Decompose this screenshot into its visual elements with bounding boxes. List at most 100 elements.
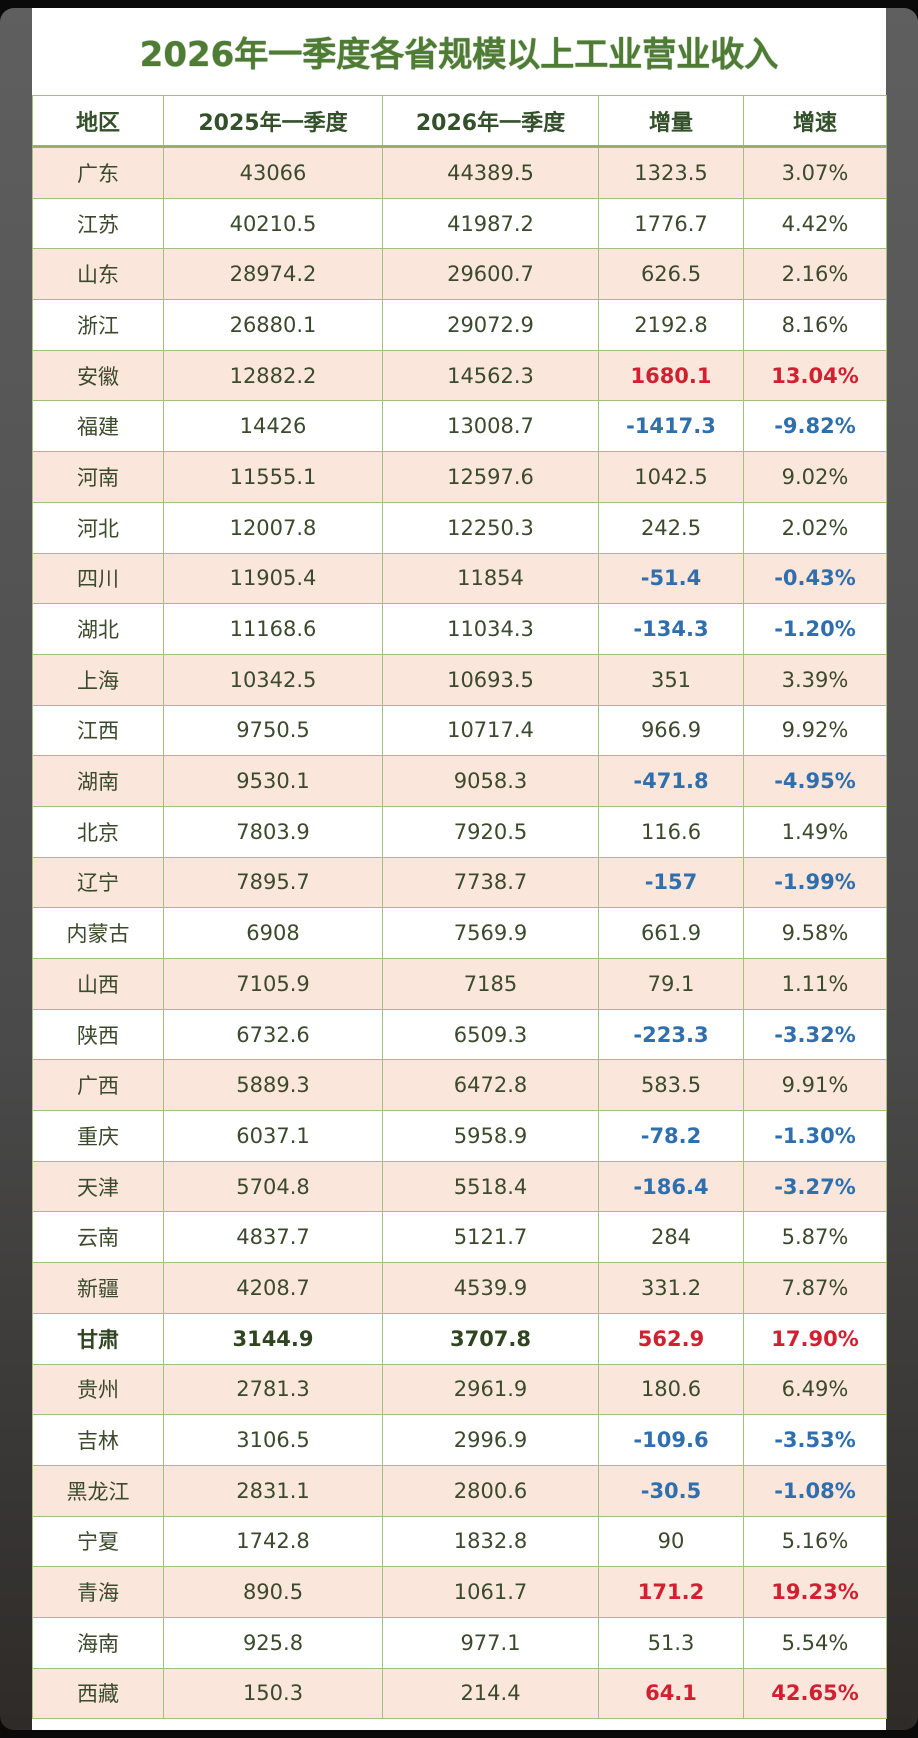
delta-cell: -109.6 [598, 1414, 744, 1466]
region-cell: 广西 [32, 1059, 164, 1112]
q1-2025-cell: 3144.9 [163, 1312, 383, 1365]
q1-2026-cell: 6472.8 [382, 1059, 599, 1112]
q1-2026-cell: 2800.6 [382, 1464, 599, 1517]
delta-cell: 242.5 [598, 501, 744, 554]
q1-2025-cell: 26880.1 [163, 299, 383, 351]
region-cell: 青海 [32, 1566, 164, 1618]
table-row: 北京 7803.9 7920.5 116.6 1.49% [32, 805, 887, 858]
table-row: 湖北 11168.6 11034.3 -134.3 -1.20% [32, 603, 887, 655]
rate-cell: 42.65% [743, 1667, 887, 1720]
q1-2026-cell: 29072.9 [382, 299, 599, 351]
data-table: 地区 2025年一季度 2026年一季度 增量 增速 广东 43066 44389.… [32, 95, 887, 1720]
table-row: 内蒙古 6908 7569.9 661.9 9.58% [32, 907, 887, 959]
q1-2026-cell: 2996.9 [382, 1414, 599, 1466]
delta-cell: 284 [598, 1211, 744, 1264]
table-row: 四川 11905.4 11854 -51.4 -0.43% [32, 552, 887, 605]
delta-cell: 79.1 [598, 958, 744, 1010]
table-row: 广东 43066 44389.5 1323.5 3.07% [32, 146, 887, 199]
region-cell: 湖北 [32, 603, 164, 655]
region-cell: 浙江 [32, 299, 164, 351]
rate-cell: -3.53% [743, 1414, 887, 1466]
q1-2026-cell: 29600.7 [382, 248, 599, 301]
rate-cell: 17.90% [743, 1312, 887, 1365]
q1-2026-cell: 7185 [382, 958, 599, 1010]
q1-2026-cell: 14562.3 [382, 349, 599, 402]
q1-2025-cell: 6037.1 [163, 1110, 383, 1162]
q1-2025-cell: 6908 [163, 907, 383, 959]
q1-2026-cell: 977.1 [382, 1616, 599, 1669]
q1-2026-cell: 12250.3 [382, 501, 599, 554]
delta-cell: 661.9 [598, 907, 744, 959]
delta-cell: 331.2 [598, 1262, 744, 1314]
table-row: 海南 925.8 977.1 51.3 5.54% [32, 1616, 887, 1669]
table-row: 河南 11555.1 12597.6 1042.5 9.02% [32, 451, 887, 503]
q1-2025-cell: 10342.5 [163, 653, 383, 706]
delta-cell: 562.9 [598, 1312, 744, 1365]
rate-cell: 4.42% [743, 197, 887, 250]
q1-2026-cell: 214.4 [382, 1667, 599, 1720]
q1-2025-cell: 4837.7 [163, 1211, 383, 1264]
delta-cell: -157 [598, 856, 744, 909]
q1-2025-cell: 150.3 [163, 1667, 383, 1720]
q1-2025-cell: 11905.4 [163, 552, 383, 605]
delta-cell: 171.2 [598, 1566, 744, 1618]
q1-2025-cell: 890.5 [163, 1566, 383, 1618]
page-title: 2026年一季度各省规模以上工业营业收入 [139, 35, 779, 75]
delta-cell: 966.9 [598, 704, 744, 757]
delta-cell: -1417.3 [598, 400, 744, 453]
region-cell: 上海 [32, 653, 164, 706]
rate-cell: -1.20% [743, 603, 887, 655]
q1-2025-cell: 6732.6 [163, 1008, 383, 1061]
region-cell: 重庆 [32, 1110, 164, 1162]
q1-2025-cell: 4208.7 [163, 1262, 383, 1314]
rate-cell: 2.16% [743, 248, 887, 301]
q1-2026-cell: 9058.3 [382, 755, 599, 807]
q1-2025-cell: 11168.6 [163, 603, 383, 655]
q1-2026-cell: 12597.6 [382, 451, 599, 503]
region-cell: 海南 [32, 1616, 164, 1669]
header-row: 地区 2025年一季度 2026年一季度 增量 增速 [32, 95, 887, 147]
q1-2025-cell: 2781.3 [163, 1363, 383, 1416]
delta-cell: -78.2 [598, 1110, 744, 1162]
region-cell: 江苏 [32, 197, 164, 250]
q1-2026-cell: 1061.7 [382, 1566, 599, 1618]
rate-cell: 1.49% [743, 805, 887, 858]
q1-2025-cell: 5889.3 [163, 1059, 383, 1112]
q1-2026-cell: 11034.3 [382, 603, 599, 655]
q1-2026-cell: 6509.3 [382, 1008, 599, 1061]
region-cell: 山西 [32, 958, 164, 1010]
delta-cell: 1680.1 [598, 349, 744, 402]
table-row: 重庆 6037.1 5958.9 -78.2 -1.30% [32, 1110, 887, 1162]
header-q1-2025: 2025年一季度 [163, 95, 383, 147]
q1-2026-cell: 10717.4 [382, 704, 599, 757]
table-row: 安徽 12882.2 14562.3 1680.1 13.04% [32, 349, 887, 402]
rate-cell: 8.16% [743, 299, 887, 351]
q1-2026-cell: 44389.5 [382, 146, 599, 199]
rate-cell: 5.87% [743, 1211, 887, 1264]
delta-cell: 2192.8 [598, 299, 744, 351]
table-row: 上海 10342.5 10693.5 351 3.39% [32, 653, 887, 706]
region-cell: 贵州 [32, 1363, 164, 1416]
rate-cell: 2.02% [743, 501, 887, 554]
region-cell: 甘肃 [32, 1312, 164, 1365]
q1-2025-cell: 12007.8 [163, 501, 383, 554]
rate-cell: 5.54% [743, 1616, 887, 1669]
table-row: 河北 12007.8 12250.3 242.5 2.02% [32, 501, 887, 554]
delta-cell: 51.3 [598, 1616, 744, 1669]
rate-cell: 3.39% [743, 653, 887, 706]
rate-cell: 9.58% [743, 907, 887, 959]
delta-cell: -51.4 [598, 552, 744, 605]
region-cell: 北京 [32, 805, 164, 858]
q1-2025-cell: 925.8 [163, 1616, 383, 1669]
table-row: 宁夏 1742.8 1832.8 90 5.16% [32, 1515, 887, 1568]
q1-2026-cell: 5958.9 [382, 1110, 599, 1162]
rate-cell: 9.91% [743, 1059, 887, 1112]
region-cell: 陕西 [32, 1008, 164, 1061]
q1-2026-cell: 5121.7 [382, 1211, 599, 1264]
q1-2025-cell: 14426 [163, 400, 383, 453]
q1-2025-cell: 7803.9 [163, 805, 383, 858]
rate-cell: -3.27% [743, 1160, 887, 1213]
table-row: 辽宁 7895.7 7738.7 -157 -1.99% [32, 856, 887, 909]
region-cell: 河南 [32, 451, 164, 503]
delta-cell: -134.3 [598, 603, 744, 655]
